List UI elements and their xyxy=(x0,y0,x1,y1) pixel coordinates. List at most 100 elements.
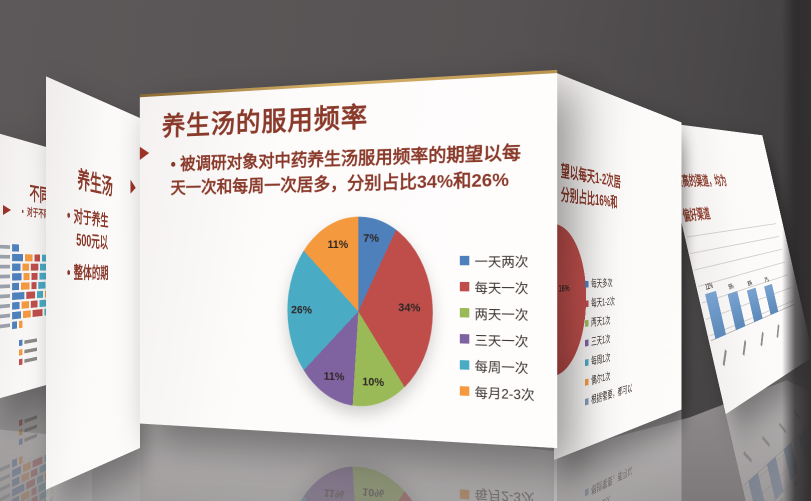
legend-item: 每月2-3次 xyxy=(459,381,535,404)
slide-bullet-text: • 整体的期 xyxy=(66,263,109,283)
legend-item: 一天两次 xyxy=(459,250,535,270)
legend-chip xyxy=(585,299,589,307)
bar: 9% xyxy=(727,282,746,356)
bar-segment xyxy=(34,254,41,261)
bar-segment xyxy=(22,263,29,271)
bar-segment xyxy=(12,321,17,329)
row-label xyxy=(0,284,11,289)
bar-segment xyxy=(32,309,43,317)
legend-item xyxy=(18,414,38,427)
row-label xyxy=(0,313,11,319)
axis-tick-label xyxy=(722,348,727,366)
slide-bullet-text: 偏好渠道 xyxy=(681,207,712,225)
bar-segment xyxy=(30,300,38,308)
bar-segment xyxy=(23,273,30,280)
bar-segment xyxy=(30,263,39,271)
pie-slice-label: 34% xyxy=(398,301,421,315)
pie-slice-label: 7% xyxy=(363,232,380,245)
row-label xyxy=(0,274,11,279)
pie-slice-label: 26% xyxy=(291,304,312,317)
chart-legend xyxy=(18,337,38,366)
bar-segment xyxy=(12,253,23,261)
slide-bullet-text: • 对于养生 500元以 xyxy=(66,206,109,253)
legend-chip xyxy=(18,358,23,366)
legend-chip xyxy=(585,377,589,386)
row-label xyxy=(0,294,11,299)
red-arrow-icon xyxy=(139,146,150,160)
row-label xyxy=(0,323,11,329)
bar-value-label: 12% xyxy=(704,281,714,292)
pie-slice-label: 16% xyxy=(558,283,570,295)
legend-item: 两天1次 xyxy=(585,311,632,331)
bar-segment xyxy=(31,272,38,280)
legend-item xyxy=(18,346,38,356)
bar-segment xyxy=(18,320,23,328)
legend-item: 两天一次 xyxy=(459,303,535,324)
bar-value-label: 8% xyxy=(746,278,753,288)
slide-title: 养生汤的服用频率 xyxy=(161,102,369,142)
row-label xyxy=(0,265,11,269)
legend-chip xyxy=(585,358,589,366)
slide-right[interactable]: 望以每天1-2次居 分别占比16%和 16% 每天多次 每天1-2次 两天1次 … xyxy=(554,72,682,460)
bar-segment xyxy=(12,292,25,300)
pie-legend: 一天两次 每天一次 两天一次 三天一次 每周一次 每月2-3次 xyxy=(459,250,535,404)
legend-item: 每天1-2次 xyxy=(585,293,632,311)
bar-segment xyxy=(26,291,36,299)
bar-segment xyxy=(24,254,33,261)
axis-tick-label xyxy=(742,339,746,356)
legend-chip xyxy=(585,280,589,288)
legend-chip xyxy=(18,349,23,356)
row-label xyxy=(0,255,11,259)
legend-chip xyxy=(459,360,470,370)
red-arrow-icon xyxy=(3,205,11,215)
bar-segment xyxy=(12,263,21,271)
bar-value-label: 9% xyxy=(727,282,735,292)
row-label xyxy=(0,245,11,250)
legend-chip xyxy=(18,419,23,427)
bar-segment xyxy=(21,282,30,290)
pie-slice-label: 11% xyxy=(327,238,349,252)
bar: 8% xyxy=(746,279,764,347)
slide-center[interactable]: 养生汤的服用频率 • 被调研对象对中药养生汤服用频率的期望以每天一次和每周一次居多… xyxy=(139,69,558,449)
bar-segment xyxy=(12,311,22,319)
bar-segment xyxy=(31,282,37,289)
legend-item: 每天多次 xyxy=(585,275,632,291)
slide-title: 养生汤 xyxy=(77,167,113,201)
bar-segment xyxy=(12,282,19,290)
legend-chip xyxy=(585,397,589,406)
bar-segment xyxy=(38,281,46,289)
pie-slice-label: 11% xyxy=(323,370,345,384)
axis-tick-label xyxy=(760,331,764,347)
pie-chart: 7% 34% 10% 11% 26% 11% xyxy=(287,215,433,410)
pie-legend: 每天多次 每天1-2次 两天1次 三天1次 每周1次 偶尔1次 根据需要，都可以 xyxy=(585,275,632,409)
legend-item xyxy=(18,337,38,347)
bar-segment xyxy=(12,273,22,280)
bar-segment xyxy=(22,310,31,318)
legend-chip xyxy=(585,338,589,347)
legend-chip xyxy=(459,281,470,292)
bar-value-label: 7% xyxy=(764,275,770,285)
red-arrow-icon xyxy=(130,179,136,196)
legend-chip xyxy=(18,339,23,347)
legend-item: 每天一次 xyxy=(459,277,535,298)
legend-chip xyxy=(459,334,470,344)
pie-slice-label: 10% xyxy=(362,376,385,390)
axis-tick-label xyxy=(776,323,780,338)
bar-segment xyxy=(12,301,20,310)
legend-chip xyxy=(459,255,470,266)
row-label xyxy=(0,304,11,309)
legend-item xyxy=(18,356,38,366)
bar-segment xyxy=(21,301,29,309)
legend-item: 三天一次 xyxy=(459,329,535,351)
pie-chart-partial xyxy=(554,220,587,385)
slide-bullet-text: • 被调研对象对中药养生汤服用频率的期望以每天一次和每周一次居多，分别占比34%和… xyxy=(170,142,521,198)
legend-chip xyxy=(459,386,470,396)
bar-segment xyxy=(12,244,19,252)
bar: 7% xyxy=(764,276,780,338)
legend-chip xyxy=(585,319,589,327)
slide-left[interactable]: 养生汤 • 对于养生 500元以 • 整体的期 xyxy=(45,76,140,490)
legend-chip xyxy=(459,307,470,318)
bar-segment xyxy=(37,290,44,298)
legend-item: 每周一次 xyxy=(459,355,535,378)
